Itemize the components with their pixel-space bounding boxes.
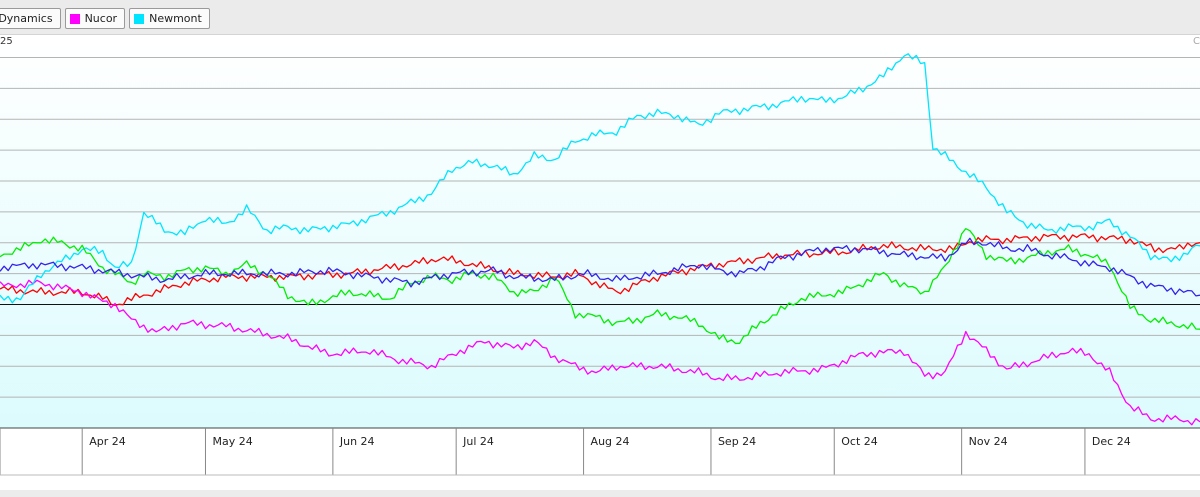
legend-label-steel-dynamics: el Dynamics bbox=[0, 12, 53, 25]
legend-item-nucor[interactable]: Nucor bbox=[64, 8, 126, 29]
x-axis-ticks: Apr 24 May 24 Jun 24 Jul 24 Aug 24 Sep 24 Oct … bbox=[0, 428, 1131, 475]
x-tick-label: Oct 24 bbox=[841, 435, 878, 448]
plot-area-background bbox=[0, 42, 1200, 428]
x-tick-label: Dec 24 bbox=[1092, 435, 1131, 448]
legend-label-newmont: Newmont bbox=[149, 12, 202, 25]
x-tick-label: Jul 24 bbox=[462, 435, 494, 448]
x-tick-label: Apr 24 bbox=[89, 435, 126, 448]
legend-label-nucor: Nucor bbox=[84, 12, 118, 25]
series-line-steel-dynamics bbox=[0, 233, 1200, 307]
bottom-strip bbox=[0, 490, 1200, 497]
legend-item-newmont[interactable]: Newmont bbox=[129, 8, 210, 29]
legend-swatch-newmont bbox=[134, 13, 145, 24]
series-line-unnamed-4 bbox=[0, 237, 1200, 297]
series-line-nucor bbox=[0, 279, 1200, 426]
y-axis-top-label: 25 bbox=[0, 36, 13, 47]
series-line-newmont bbox=[0, 53, 1200, 304]
x-tick-label: Nov 24 bbox=[969, 435, 1008, 448]
x-tick-label: Jun 24 bbox=[339, 435, 375, 448]
legend-bar: el Dynamics Nucor Newmont bbox=[0, 0, 1200, 35]
x-tick-label: May 24 bbox=[212, 435, 252, 448]
x-tick-label: Sep 24 bbox=[718, 435, 756, 448]
series-lines bbox=[0, 53, 1200, 426]
x-tick-label: Aug 24 bbox=[591, 435, 630, 448]
corner-mark: C bbox=[1193, 36, 1200, 47]
series-line-unnamed-3 bbox=[0, 228, 1200, 345]
legend-swatch-nucor bbox=[69, 13, 80, 24]
legend: el Dynamics Nucor Newmont bbox=[0, 8, 210, 29]
legend-item-steel-dynamics[interactable]: el Dynamics bbox=[0, 8, 61, 29]
